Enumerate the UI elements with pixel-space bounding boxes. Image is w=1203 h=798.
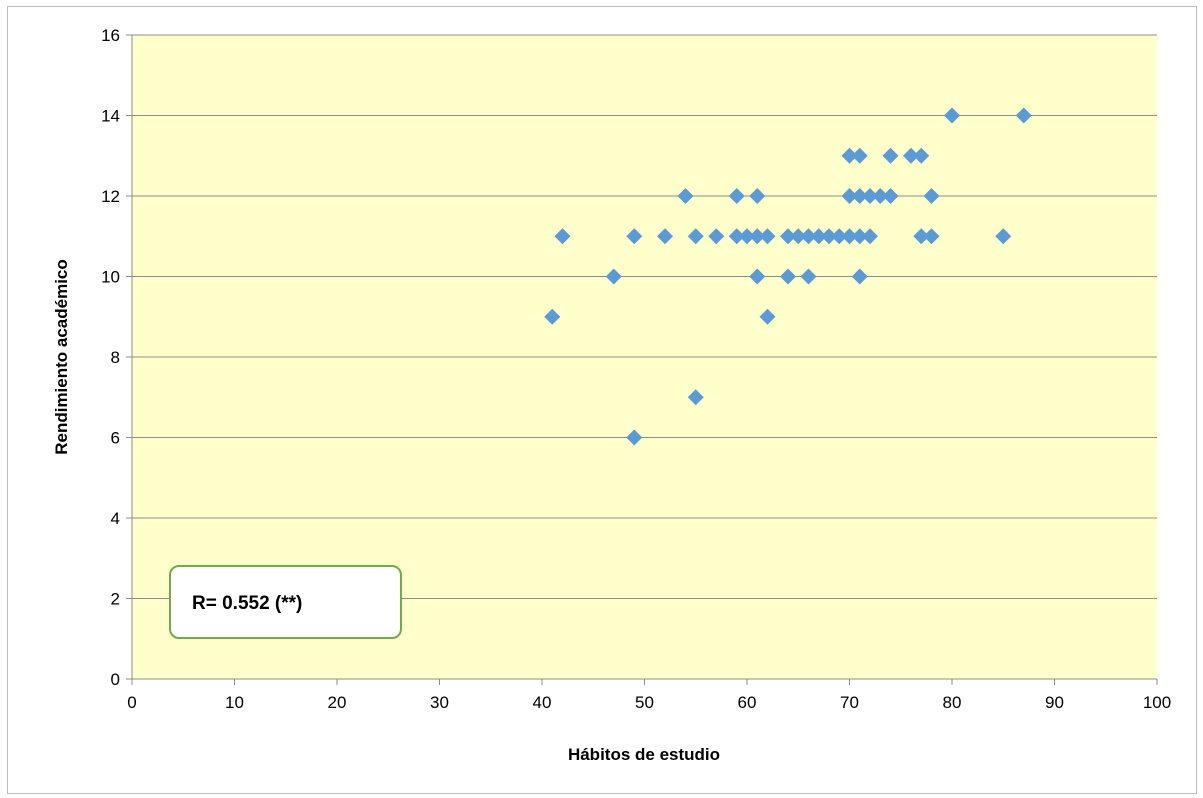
x-tick-label-30: 30 <box>430 693 449 712</box>
y-tick-label-0: 0 <box>111 670 120 689</box>
data-point-13 <box>749 188 766 204</box>
data-point-25 <box>831 228 848 245</box>
data-point-26 <box>841 147 858 164</box>
y-tick-labels: 0 2 4 6 8 10 12 14 16 <box>101 26 120 689</box>
data-point-16 <box>759 228 776 245</box>
data-point-36 <box>882 147 899 164</box>
data-point-35 <box>872 188 889 204</box>
y-tick-label-14: 14 <box>101 107 120 126</box>
data-point-3 <box>626 228 643 245</box>
data-point-2 <box>605 268 622 285</box>
x-tick-label-70: 70 <box>840 693 859 712</box>
data-point-8 <box>687 389 704 406</box>
y-tick-label-6: 6 <box>111 429 120 448</box>
x-tick-label-20: 20 <box>328 693 347 712</box>
data-point-1 <box>554 228 571 245</box>
y-axis-title: Rendimiento académico <box>52 259 71 455</box>
data-point-43 <box>944 107 960 124</box>
data-point-17 <box>759 308 776 325</box>
x-tick-label-100: 100 <box>1143 693 1171 712</box>
y-tick-label-2: 2 <box>111 590 120 609</box>
data-point-40 <box>913 228 930 245</box>
data-point-7 <box>687 228 704 245</box>
data-point-5 <box>657 228 673 245</box>
correlation-annotation: R= 0.552 (**) <box>192 593 302 614</box>
axes <box>126 34 1158 685</box>
data-point-14 <box>749 228 766 245</box>
data-point-20 <box>790 228 807 245</box>
data-point-38 <box>903 147 919 164</box>
data-point-39 <box>913 147 930 164</box>
y-tick-label-12: 12 <box>101 187 120 206</box>
data-point-34 <box>862 228 878 245</box>
data-point-45 <box>1015 107 1032 124</box>
data-point-28 <box>841 228 858 245</box>
data-point-33 <box>862 188 878 204</box>
data-point-27 <box>841 188 858 204</box>
x-axis-title: Hábitos de estudio <box>568 745 720 764</box>
data-point-44 <box>995 228 1012 245</box>
data-point-31 <box>851 228 868 245</box>
data-point-9 <box>708 228 725 245</box>
data-point-23 <box>810 228 827 245</box>
y-tick-label-10: 10 <box>101 268 120 287</box>
x-tick-label-0: 0 <box>127 693 136 712</box>
data-point-11 <box>728 228 745 245</box>
data-point-15 <box>749 268 766 285</box>
x-tick-label-50: 50 <box>635 693 654 712</box>
x-tick-label-10: 10 <box>225 693 244 712</box>
x-tick-labels: 0 10 20 30 40 50 60 70 80 90 100 <box>127 693 1171 712</box>
data-point-42 <box>923 228 940 245</box>
data-point-0 <box>544 308 561 325</box>
data-point-32 <box>851 268 868 285</box>
x-tick-label-60: 60 <box>738 693 757 712</box>
x-tick-label-80: 80 <box>943 693 962 712</box>
data-point-19 <box>780 268 796 285</box>
data-point-18 <box>780 228 796 245</box>
data-point-10 <box>728 188 745 204</box>
data-point-30 <box>851 188 868 204</box>
y-tick-label-8: 8 <box>111 348 120 367</box>
data-point-6 <box>677 188 694 204</box>
data-point-41 <box>923 188 940 204</box>
y-tick-label-16: 16 <box>101 26 120 45</box>
x-tick-label-90: 90 <box>1045 693 1064 712</box>
data-point-22 <box>800 268 817 285</box>
data-point-12 <box>739 228 755 245</box>
data-point-29 <box>851 147 868 164</box>
data-points <box>544 107 1032 446</box>
data-point-37 <box>882 188 899 204</box>
annotation-box <box>169 565 402 639</box>
data-point-21 <box>800 228 817 245</box>
x-tick-label-40: 40 <box>533 693 552 712</box>
gridlines <box>132 34 1157 599</box>
data-point-4 <box>626 429 643 446</box>
data-point-24 <box>821 228 837 245</box>
y-tick-label-4: 4 <box>111 509 120 528</box>
